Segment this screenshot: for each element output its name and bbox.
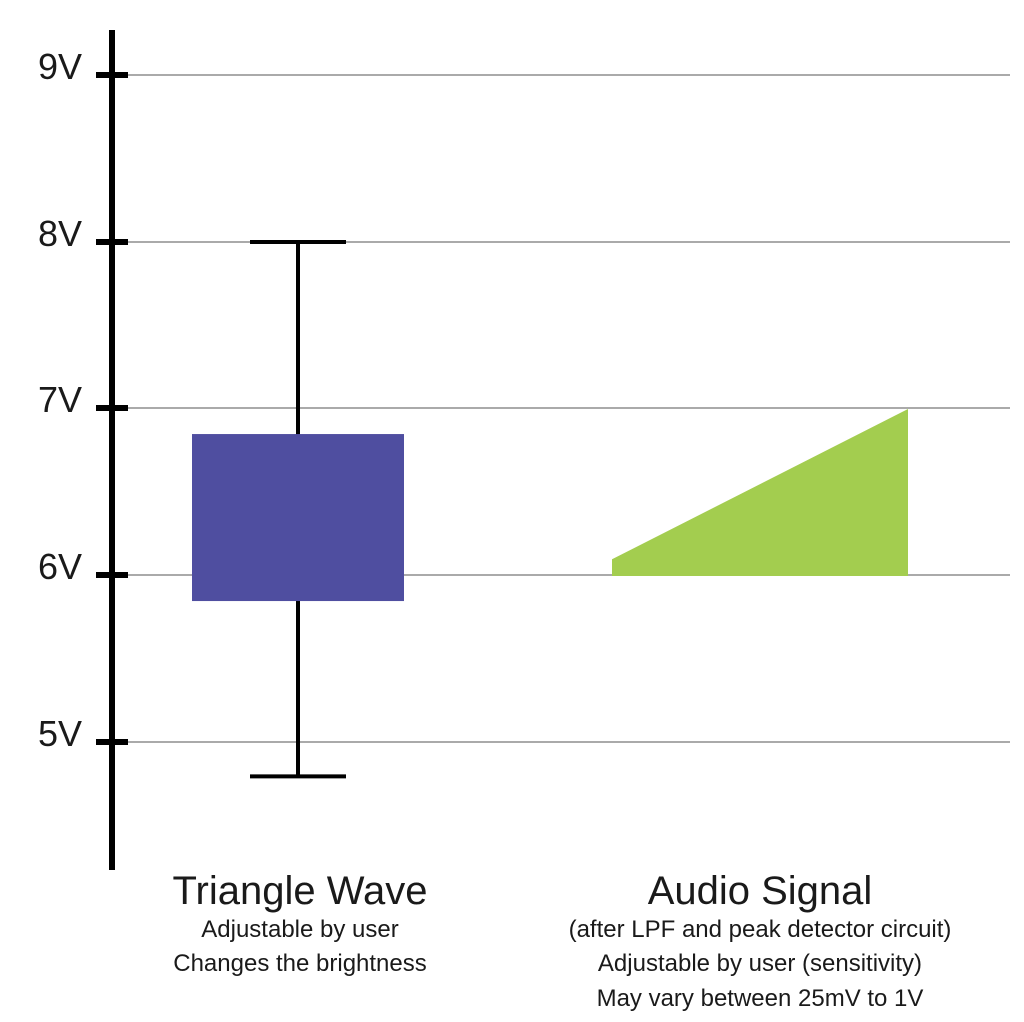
audio-signal-title: Audio Signal xyxy=(540,870,980,912)
audio-signal-caption: Audio Signal (after LPF and peak detecto… xyxy=(540,870,980,1015)
chart-stage: 9V 8V 7V 6V 5V Triangle Wave Adjustable by u… xyxy=(0,0,1024,1022)
audio-signal-sub-3: May vary between 25mV to 1V xyxy=(540,983,980,1015)
triangle-wave-sub-2: Changes the brightness xyxy=(80,948,520,980)
y-tick-label: 8V xyxy=(38,213,82,254)
triangle-wave-caption: Triangle Wave Adjustable by user Changes… xyxy=(80,870,520,981)
triangle-wave-title: Triangle Wave xyxy=(80,870,520,912)
triangle-wave-sub-1: Adjustable by user xyxy=(80,914,520,946)
y-tick-label: 9V xyxy=(38,46,82,87)
y-tick-label: 5V xyxy=(38,713,82,754)
audio-signal-sub-1: (after LPF and peak detector circuit) xyxy=(540,914,980,946)
y-tick-label: 7V xyxy=(38,379,82,420)
y-tick-label: 6V xyxy=(38,546,82,587)
audio-signal-sub-2: Adjustable by user (sensitivity) xyxy=(540,948,980,980)
